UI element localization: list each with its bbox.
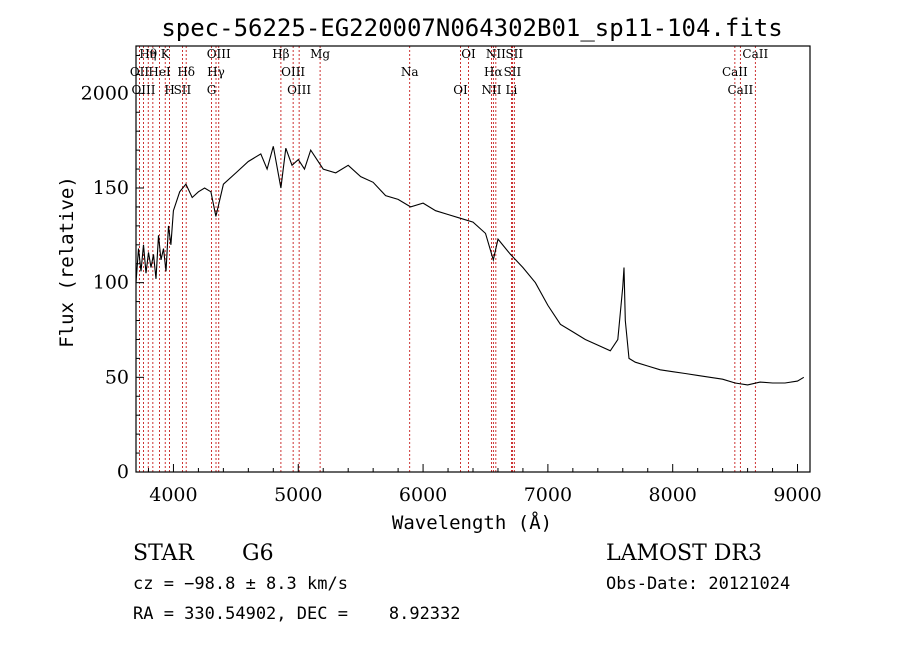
line-marker-label: Mg [310,47,330,61]
line-marker-label: CaII [727,83,753,97]
x-tick-label: 9000 [773,484,821,506]
chart-title: spec-56225-EG220007N064302B01_sp11-104.f… [161,14,782,42]
x-tick-label: 7000 [524,484,572,506]
line-marker-label: Hδ [177,65,195,79]
x-axis-ticks: 4000 5000 6000 7000 8000 9000 [147,464,822,506]
spectral-line-labels: Hθ OII OIII K HeI Hη Hδ SII OIII Hγ G Hβ OIII OIII Mg N… [130,47,769,97]
obs-date-text: Obs-Date: 20121024 [606,574,790,594]
line-marker-label: OIII [131,83,155,97]
line-marker-label: G [207,83,217,97]
y-tick-label: 50 [105,366,129,388]
line-marker-label: Hθ [139,47,157,61]
object-class: STAR [133,541,195,566]
y-tick-label: 100 [93,272,129,294]
y-tick-label: 2000 [81,82,129,104]
line-marker-label: CaII [722,65,748,79]
line-marker-label: NII [481,83,501,97]
line-marker-label: OIII [281,65,305,79]
y-tick-label: 150 [93,177,129,199]
x-tick-label: 8000 [649,484,697,506]
line-marker-label: OIII [287,83,311,97]
spectrum-line [135,146,805,386]
object-subclass: G6 [242,541,274,566]
line-marker-label: Hβ [272,47,289,61]
survey-name: LAMOST DR3 [606,541,762,566]
spectral-line-markers [139,46,756,472]
y-axis-label: Flux (relative) [56,176,78,348]
x-tick-label: 5000 [274,484,322,506]
y-axis-ticks: 0 50 100 150 2000 [81,54,144,483]
line-marker-label: OI [453,83,468,97]
line-marker-label: Hγ [207,65,225,79]
line-marker-label: Na [401,65,419,79]
line-marker-label: OII [130,65,150,79]
line-marker-label: SII [505,47,523,61]
line-marker-label: SII [504,65,522,79]
plot-frame [135,45,811,473]
x-tick-label: 6000 [399,484,447,506]
line-marker-label: K [161,47,171,61]
x-tick-label: 4000 [149,484,197,506]
coordinates-text: RA = 330.54902, DEC = 8.92332 [133,604,461,624]
line-marker-label: OIII [207,47,231,61]
line-marker-label: η [149,47,156,61]
line-marker-label: NII [486,47,506,61]
line-marker-label: HeI [148,65,171,79]
line-marker-label: Li [506,83,518,97]
line-marker-label: SII [174,83,192,97]
x-axis-label: Wavelength (Å) [392,511,552,534]
line-marker-label: OI [461,47,476,61]
y-tick-label: 0 [117,461,129,483]
redshift-text: cz = −98.8 ± 8.3 km/s [133,574,348,594]
line-marker-label: CaII [742,47,768,61]
line-marker-label: H [164,83,174,97]
line-marker-label: Hα [484,65,503,79]
